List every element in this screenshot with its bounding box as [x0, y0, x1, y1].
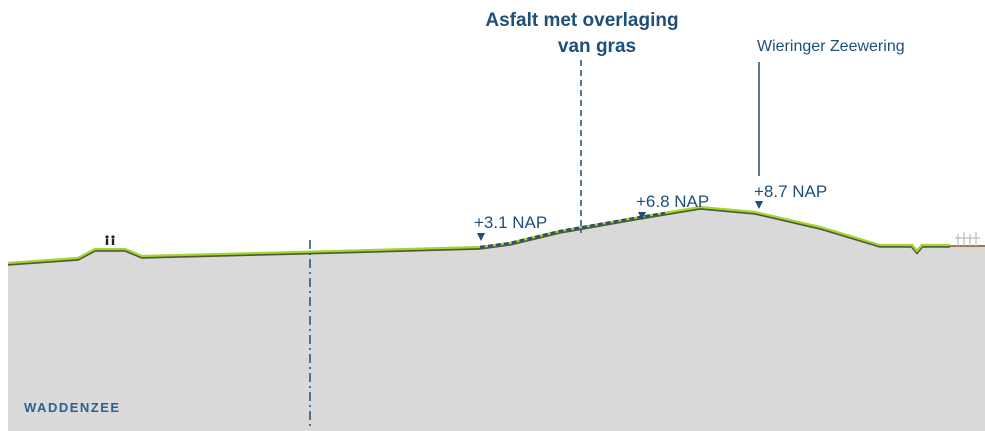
- fence-icon: [955, 232, 980, 246]
- level-marker-2: [638, 212, 646, 220]
- level-marker-3: [755, 201, 763, 209]
- level-marker-1: [477, 233, 485, 241]
- level-label-1: +3.1 NAP: [474, 213, 548, 232]
- sea-label: WADDENZEE: [24, 400, 121, 415]
- callout-line-2: van gras: [557, 36, 637, 57]
- dike-name-label: Wieringer Zeewering: [757, 38, 905, 55]
- callout-title: Asfalt met overlaging van gras: [471, 8, 693, 60]
- level-label-2: +6.8 NAP: [636, 192, 710, 211]
- asphalt-segment: [479, 211, 666, 249]
- level-label-3: +8.7 NAP: [754, 182, 828, 201]
- people-icon: [105, 235, 115, 245]
- callout-line-1: Asfalt met overlaging: [485, 10, 679, 31]
- ground-body: [8, 208, 985, 431]
